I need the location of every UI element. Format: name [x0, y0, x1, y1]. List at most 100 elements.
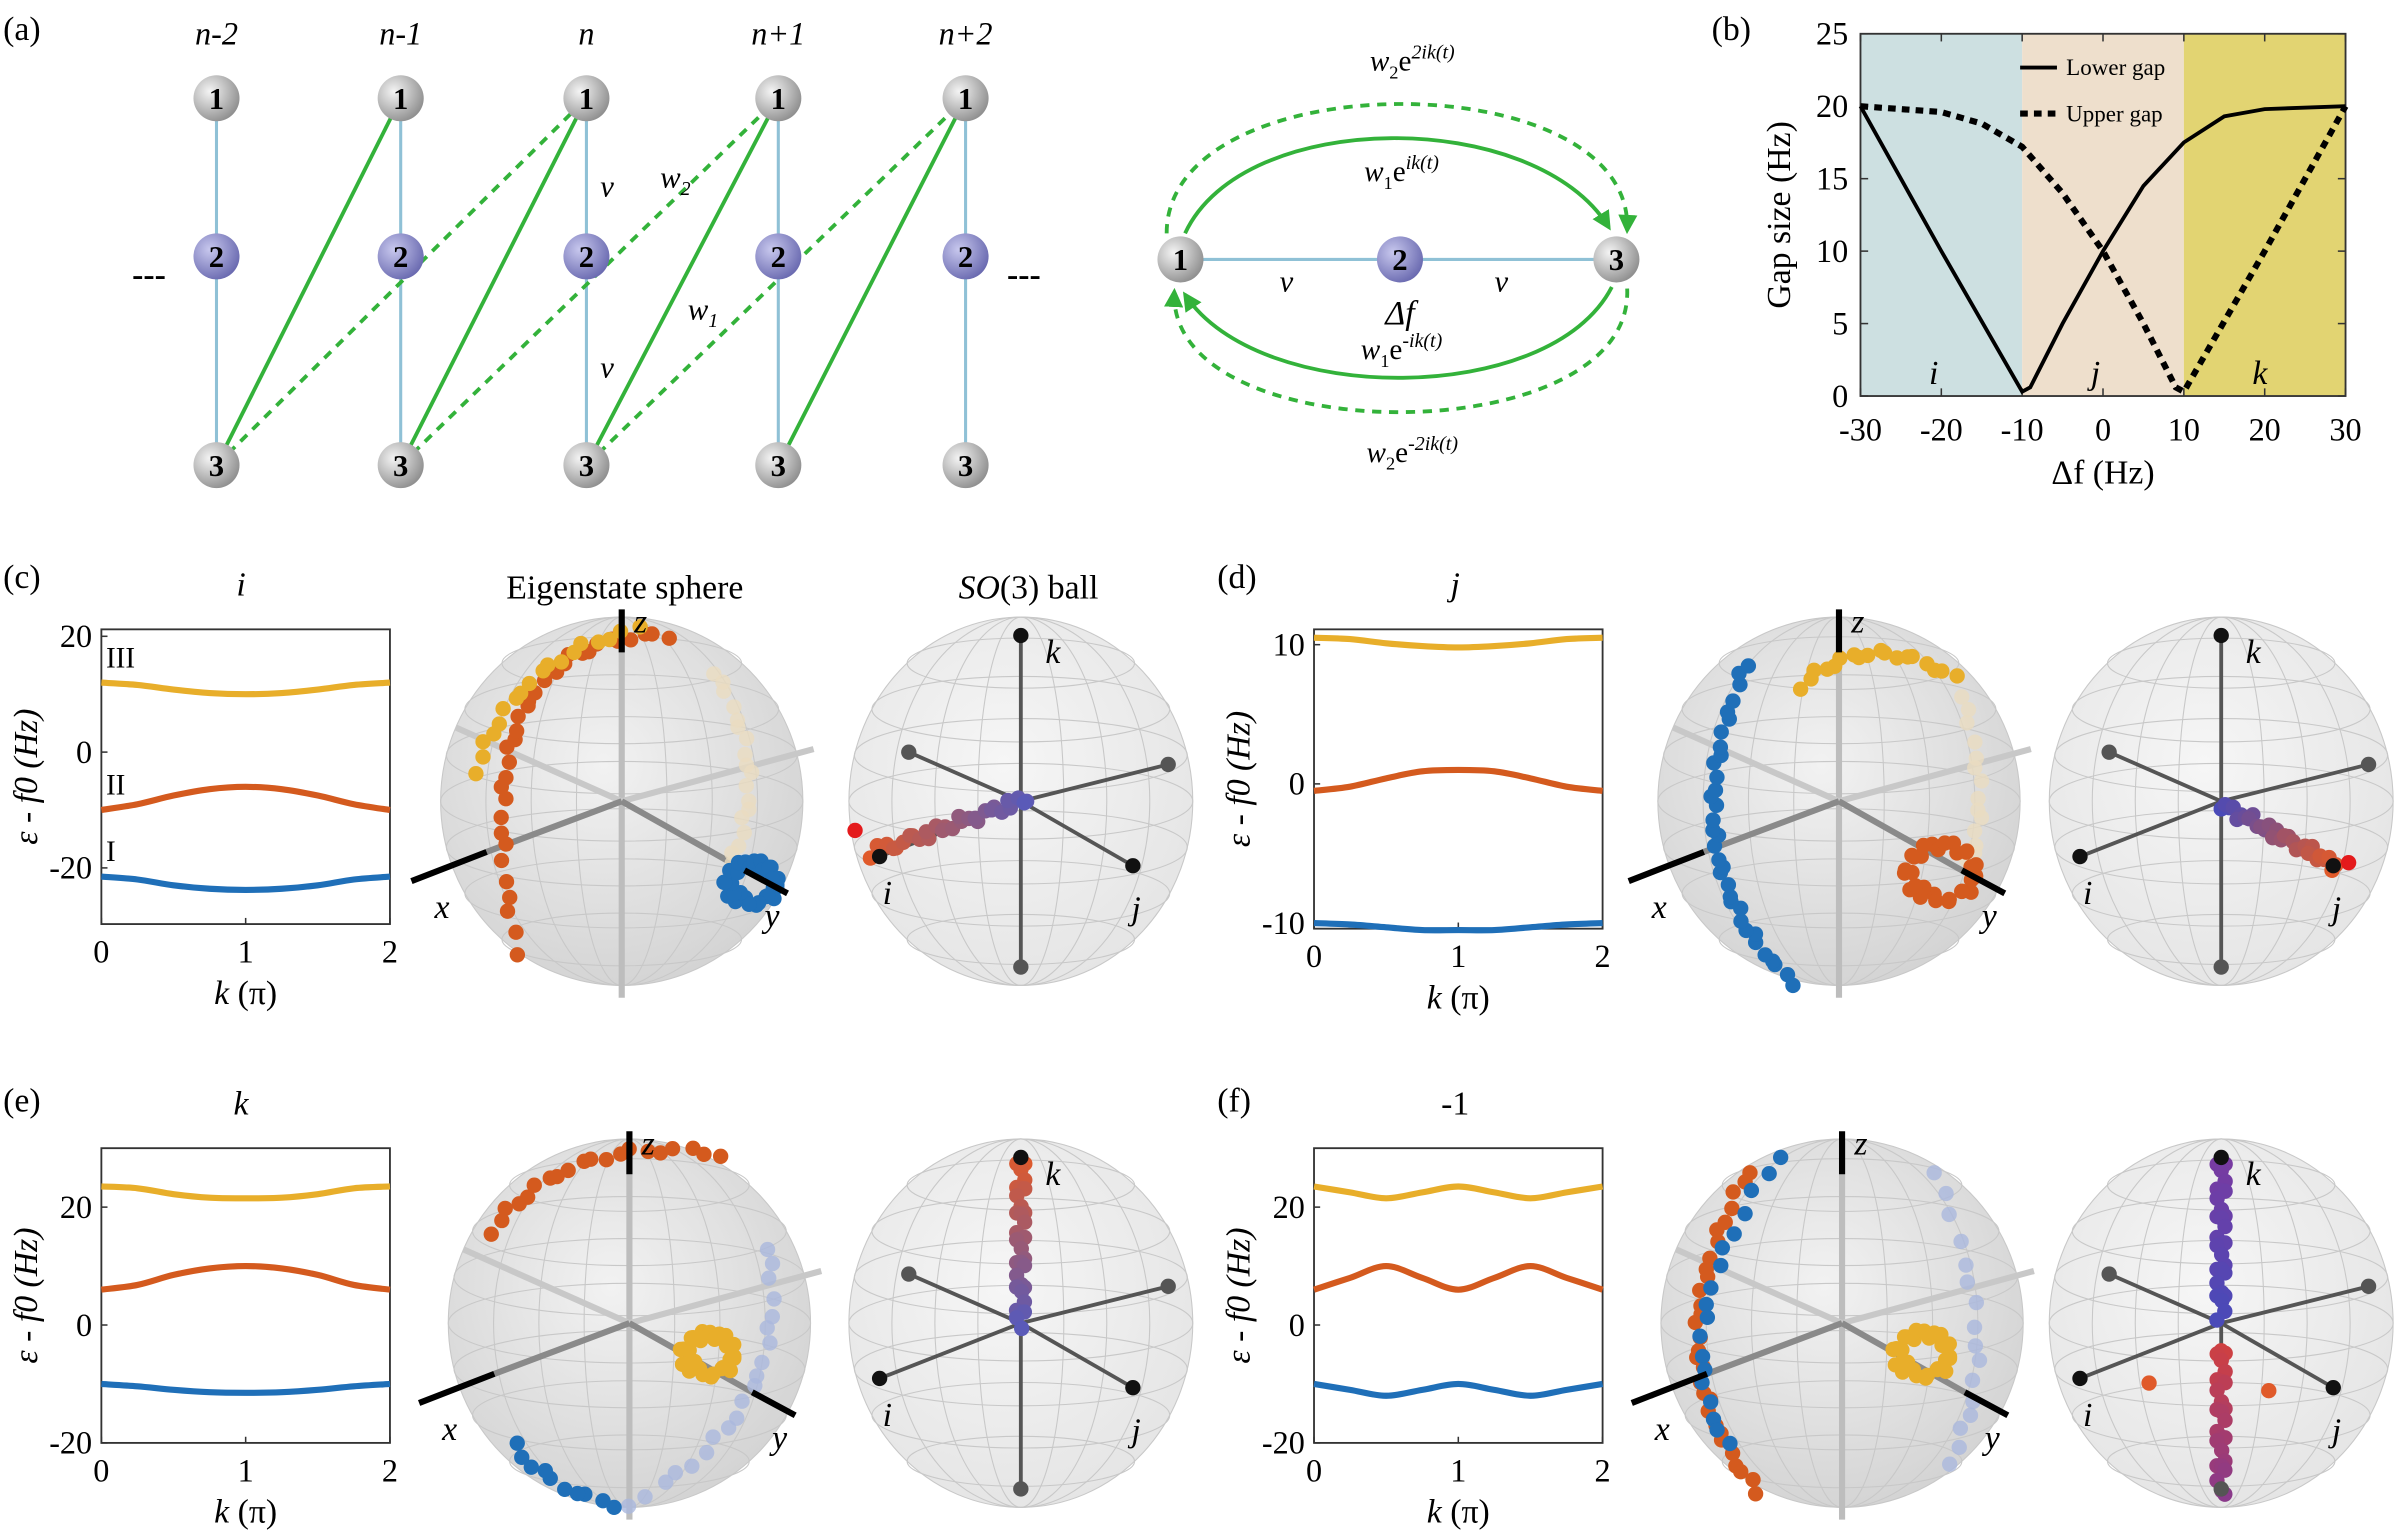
- trail-dot: [1709, 1422, 1725, 1438]
- y-tick-label: 15: [1816, 160, 1848, 196]
- site-node: [755, 75, 802, 122]
- j-label: j: [2328, 890, 2341, 927]
- unit: (π): [229, 975, 277, 1012]
- y-axis-label: ε - f0 (Hz): [8, 709, 45, 845]
- x-axis-tip: [418, 1370, 496, 1406]
- trail-dot: [1713, 1257, 1729, 1274]
- trail-dot: [1908, 1368, 1925, 1384]
- trail-dot: [514, 1449, 530, 1466]
- trail-dot: [1687, 1314, 1703, 1331]
- x-axis: [493, 1320, 631, 1377]
- x-tick-label: 1: [1450, 1452, 1466, 1488]
- band-line: [1313, 766, 1603, 794]
- trail-dot: [1806, 662, 1822, 678]
- y-tick-label: 0: [76, 734, 92, 770]
- node-label: 1: [1173, 243, 1188, 277]
- axis-line: [2108, 1272, 2222, 1325]
- trail-dot: [523, 1459, 539, 1475]
- x-tick-label: -20: [1920, 412, 1963, 448]
- axis-endpoint: [1160, 756, 1176, 773]
- gap-size-chart: i j k -30 -20 -10 0 10 20 30 0 5 10 15 20 25 Lower gap Up…: [1761, 16, 2362, 492]
- trail-dot: [1962, 1407, 1979, 1424]
- trail-dot: [1709, 769, 1725, 785]
- trail-dot: [1707, 782, 1724, 798]
- i-label: i: [2083, 1397, 2092, 1434]
- z-label: z: [1853, 1125, 1867, 1162]
- so3-ball: k i j: [2048, 1138, 2394, 1508]
- axis-endpoint: [1013, 627, 1029, 644]
- x-tick-label: 10: [2168, 412, 2200, 448]
- trail-dot: [1725, 693, 1741, 709]
- trail-dot: [583, 1151, 599, 1167]
- chart-title: i: [236, 567, 245, 604]
- trail-dot: [1692, 1328, 1708, 1344]
- w2-forward-label: w2e2ik(t): [1370, 41, 1455, 82]
- axis-line: [1019, 799, 1134, 868]
- y-axis: [620, 798, 747, 874]
- trail-dot: [2217, 1218, 2233, 1235]
- trail-dot: [847, 822, 863, 839]
- node-label: 3: [579, 449, 594, 483]
- w2-label: w2: [660, 160, 690, 200]
- site-2-node: [193, 233, 240, 280]
- axis-endpoint: [2213, 1481, 2229, 1497]
- panel-label-f: (f): [1217, 1082, 1251, 1119]
- y-axis-label: ε - f0 (Hz): [1221, 711, 1258, 847]
- w2-link: [585, 96, 967, 467]
- v-label: v: [600, 351, 614, 385]
- trail-dot: [1761, 1165, 1777, 1182]
- band-label: I: [106, 836, 116, 868]
- column-label: n: [578, 16, 594, 52]
- band-line: [1313, 1380, 1604, 1399]
- axis-endpoint: [2360, 1278, 2377, 1295]
- trail-dot: [1959, 1274, 1975, 1290]
- trail-dot: [762, 1335, 778, 1351]
- node-label: 1: [771, 82, 786, 116]
- exp: -ik(t): [1402, 330, 1442, 352]
- axis-endpoint: [871, 848, 888, 865]
- trail-dot: [1938, 1337, 1954, 1354]
- trail-dot: [493, 852, 510, 869]
- y-tick-label: 20: [1273, 1189, 1305, 1225]
- trail-dot: [1772, 1149, 1789, 1166]
- eigenstate-sphere-title: Eigenstate sphere: [506, 570, 743, 607]
- trail-dot: [712, 1148, 729, 1164]
- delta-f-label: Δf: [1383, 295, 1419, 332]
- trail-dot: [761, 1270, 777, 1286]
- trail-dot: [1779, 966, 1796, 983]
- trail-dot: [1694, 1348, 1711, 1365]
- trail-dot: [1757, 947, 1773, 963]
- grid-line: [848, 1138, 1194, 1508]
- y-label: y: [761, 898, 779, 935]
- w2-link: [399, 96, 780, 467]
- trail-dot: [1941, 891, 1957, 908]
- y-axis-tip: [750, 1389, 797, 1418]
- trail-dot: [501, 754, 518, 770]
- w2-arc-top: [1164, 102, 1638, 235]
- site-2-node: [1376, 236, 1424, 283]
- region-j: [2022, 33, 2184, 397]
- trail-dot: [1967, 734, 1983, 750]
- trail-dot: [632, 619, 648, 635]
- unit: (π): [229, 1494, 277, 1531]
- site-2-node: [563, 233, 610, 280]
- trail-dot: [1722, 1435, 1738, 1452]
- w1-link: [214, 97, 403, 466]
- trail-dot: [1904, 648, 1920, 665]
- region-label: j: [2087, 355, 2100, 392]
- node-label: 2: [958, 240, 973, 274]
- band-line: [100, 783, 391, 814]
- eigenstate-sphere: z x y: [418, 1125, 823, 1520]
- ellipsis-right: ---: [1007, 257, 1041, 294]
- w2-backward-label: w2e-2ik(t): [1367, 433, 1459, 474]
- trail-dot: [682, 1353, 698, 1369]
- trail-dot: [2340, 854, 2357, 871]
- axis-line: [2108, 750, 2222, 804]
- trail-dot: [1737, 1205, 1753, 1222]
- k-label: k: [2246, 1156, 2262, 1193]
- trail-dot: [509, 1435, 525, 1451]
- trail-dot: [684, 1458, 700, 1474]
- axis-endpoint: [2325, 858, 2341, 874]
- k-label: k: [1045, 1156, 1061, 1193]
- axis-back: [620, 746, 815, 805]
